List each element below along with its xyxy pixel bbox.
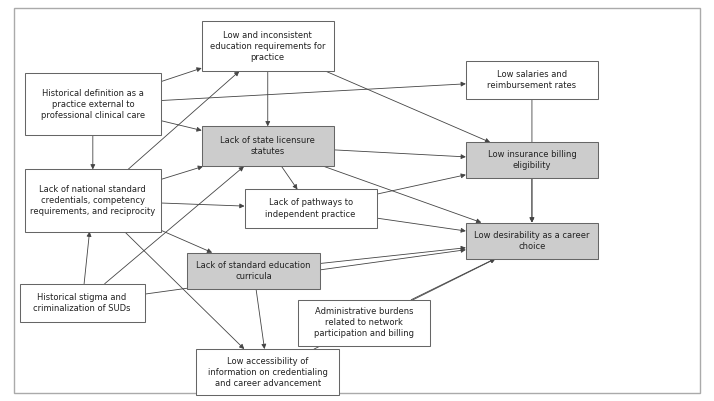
Bar bbox=[466, 61, 598, 99]
Bar bbox=[201, 126, 333, 166]
Bar bbox=[244, 190, 377, 228]
Text: Low accessibility of
information on credentialing
and career advancement: Low accessibility of information on cred… bbox=[208, 356, 328, 388]
Text: Historical stigma and
criminalization of SUDs: Historical stigma and criminalization of… bbox=[34, 293, 131, 313]
Text: Historical definition as a
practice external to
professional clinical care: Historical definition as a practice exte… bbox=[41, 89, 145, 120]
Bar bbox=[25, 170, 161, 232]
Text: Lack of pathways to
independent practice: Lack of pathways to independent practice bbox=[266, 198, 356, 219]
Bar bbox=[466, 223, 598, 259]
Text: Administrative burdens
related to network
participation and billing: Administrative burdens related to networ… bbox=[314, 307, 414, 338]
Bar bbox=[466, 142, 598, 178]
Text: Low salaries and
reimbursement rates: Low salaries and reimbursement rates bbox=[488, 70, 576, 90]
Text: Lack of national standard
credentials, competency
requirements, and reciprocity: Lack of national standard credentials, c… bbox=[30, 185, 156, 216]
Bar bbox=[25, 73, 161, 136]
Bar bbox=[201, 21, 333, 71]
Bar bbox=[298, 300, 430, 346]
Text: Lack of standard education
curricula: Lack of standard education curricula bbox=[196, 261, 311, 281]
Text: Low insurance billing
eligibility: Low insurance billing eligibility bbox=[488, 150, 576, 170]
Text: Low desirability as a career
choice: Low desirability as a career choice bbox=[474, 231, 590, 251]
Bar bbox=[20, 284, 144, 322]
Text: Low and inconsistent
education requirements for
practice: Low and inconsistent education requireme… bbox=[210, 30, 326, 62]
Bar bbox=[187, 253, 320, 289]
Text: Lack of state licensure
statutes: Lack of state licensure statutes bbox=[221, 136, 315, 156]
Bar bbox=[196, 349, 339, 395]
